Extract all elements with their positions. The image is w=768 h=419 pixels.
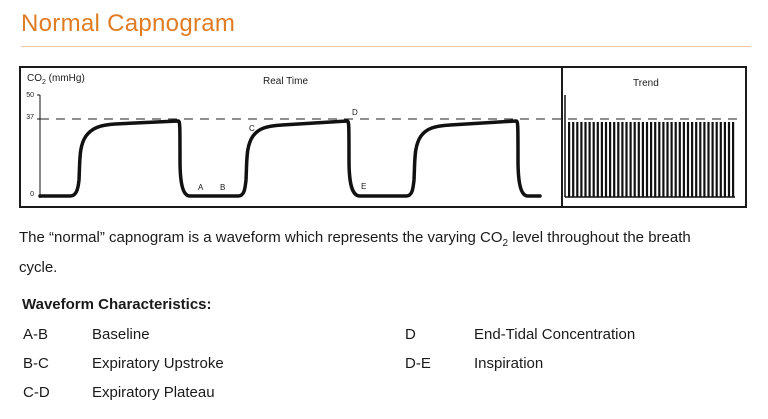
char-code-ab: A-B <box>23 326 49 343</box>
trend-bar <box>654 122 657 197</box>
trend-bar <box>617 122 620 197</box>
trend-bar <box>658 122 661 197</box>
point-b-label: B <box>220 183 226 192</box>
trend-bar <box>584 122 587 197</box>
trend-bar <box>662 122 665 197</box>
trend-bar <box>686 122 690 197</box>
trend-bar <box>588 122 591 197</box>
trend-bar <box>695 122 698 197</box>
trend-bar <box>576 122 579 197</box>
char-code-cd: C-D <box>23 384 50 401</box>
trend-bar <box>727 122 731 197</box>
point-c-label: C <box>249 124 255 133</box>
trend-bar <box>674 122 677 197</box>
trend-bar <box>613 122 616 197</box>
trend-bar <box>678 122 681 197</box>
trend-bar <box>732 122 735 197</box>
trend-bar <box>604 122 608 197</box>
char-label-ab: Baseline <box>92 326 150 343</box>
page-title: Normal Capnogram <box>21 10 236 37</box>
char-code-bc: B-C <box>23 355 49 372</box>
trend-bar <box>707 122 710 197</box>
trend-bar <box>711 122 714 197</box>
char-code-d: D <box>405 326 416 343</box>
trend-bar <box>723 122 726 197</box>
trend-bar <box>719 122 722 197</box>
characteristics-heading: Waveform Characteristics: <box>22 296 212 313</box>
realtime-label: Real Time <box>263 76 309 87</box>
trend-bar <box>699 122 702 197</box>
y-axis-label: CO2 (mmHg) <box>27 73 85 86</box>
char-label-de: Inspiration <box>474 355 544 372</box>
y-tick-0: 0 <box>30 191 34 198</box>
point-d-label: D <box>352 108 358 117</box>
trend-bar <box>641 122 644 197</box>
char-label-d: End-Tidal Concentration <box>474 326 636 343</box>
trend-bar <box>572 122 575 197</box>
realtime-waveform <box>38 119 542 198</box>
trend-bar <box>633 122 636 197</box>
trend-bar <box>682 122 685 197</box>
trend-bar <box>666 122 669 197</box>
trend-bar <box>596 122 599 197</box>
trend-bar <box>691 122 694 197</box>
trend-bar <box>621 122 624 197</box>
point-a-label: A <box>198 183 204 192</box>
char-label-cd: Expiratory Plateau <box>92 384 215 401</box>
trend-bar <box>650 122 653 197</box>
trend-bar <box>609 122 612 197</box>
y-tick-50: 50 <box>26 92 34 99</box>
trend-bars <box>568 122 735 197</box>
trend-bar <box>592 122 595 197</box>
y-tick-37: 37 <box>26 114 34 121</box>
trend-bar <box>645 122 649 197</box>
trend-bar <box>637 122 640 197</box>
trend-bar <box>703 122 706 197</box>
trend-bar <box>670 122 673 197</box>
trend-bar <box>715 122 718 197</box>
trend-bar <box>568 122 571 197</box>
trend-bar <box>580 122 583 197</box>
trend-label: Trend <box>633 78 659 89</box>
char-label-bc: Expiratory Upstroke <box>92 355 224 372</box>
trend-bar <box>625 122 628 197</box>
title-divider <box>21 46 751 47</box>
point-e-label: E <box>361 182 367 191</box>
capnogram-panel <box>19 66 747 208</box>
trend-bar <box>629 122 632 197</box>
trend-divider <box>561 66 563 208</box>
trend-bar <box>600 122 603 197</box>
description: The “normal” capnogram is a waveform whi… <box>19 229 691 276</box>
char-code-de: D-E <box>405 355 431 372</box>
